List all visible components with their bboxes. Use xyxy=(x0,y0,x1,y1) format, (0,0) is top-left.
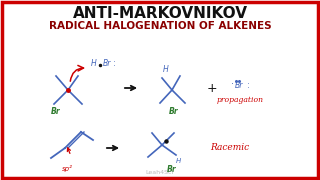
Text: Leah4Sci: Leah4Sci xyxy=(146,170,174,174)
Text: Br: Br xyxy=(167,165,177,174)
Text: Racemic: Racemic xyxy=(211,143,250,152)
Text: +: + xyxy=(207,82,217,94)
Text: Br: Br xyxy=(51,107,61,116)
Text: H: H xyxy=(91,60,97,69)
Text: ANTI-MARKOVNIKOV: ANTI-MARKOVNIKOV xyxy=(73,6,247,21)
Text: :: : xyxy=(113,60,116,69)
Text: propagation: propagation xyxy=(217,96,263,104)
Text: ·: · xyxy=(230,79,234,89)
Text: :: : xyxy=(247,82,249,91)
Text: H: H xyxy=(175,158,180,164)
Text: H: H xyxy=(163,66,169,75)
Text: Br: Br xyxy=(169,107,179,116)
Text: sp²: sp² xyxy=(61,165,72,172)
Text: Br: Br xyxy=(235,82,243,91)
Text: RADICAL HALOGENATION OF ALKENES: RADICAL HALOGENATION OF ALKENES xyxy=(49,21,271,31)
Text: Br: Br xyxy=(103,60,111,69)
